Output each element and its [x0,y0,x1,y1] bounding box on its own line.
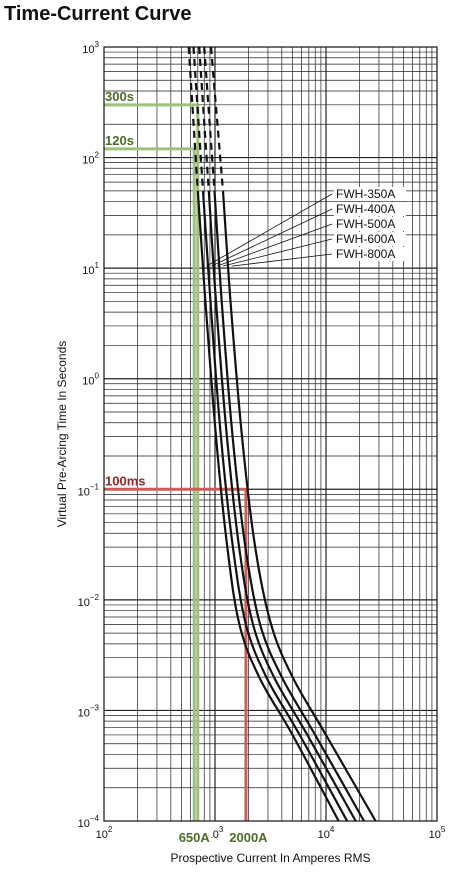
series-curve-1 [201,190,349,822]
y-tick-label: 10−4 [78,814,100,830]
series-curve-2 [207,190,357,822]
x-tick-label: 104 [318,825,335,841]
x-tick-label: 105 [429,825,446,841]
x-callout-label: 2000A [229,830,268,845]
x-callout-label: 650A [179,830,211,845]
legend-entry: FWH-800A [336,247,395,261]
series-curve-dashed-2 [198,46,210,191]
y-tick-label: 103 [82,40,99,56]
plot-frame [103,46,438,822]
y-tick-label: 10−1 [78,482,100,498]
series-curve-dashed-3 [203,46,216,191]
series-curve-0 [196,190,340,822]
y-tick-label: 10−2 [78,593,100,609]
annotation-label: 100ms [105,473,145,488]
y-tick-label: 102 [82,151,99,167]
series-curves [187,46,377,822]
legend-entry: FWH-400A [336,202,395,216]
series-curve-dashed-1 [192,46,205,191]
legend-bg [334,247,406,261]
x-callout-bg [177,830,212,845]
legend-leader [222,238,333,267]
x-axis-title: Prospective Current In Amperes RMS [170,851,370,865]
annotation-label: 120s [105,133,134,148]
y-tick-label: 10−3 [78,703,100,719]
page-title: Time-Current Curve [4,3,192,25]
annotation-labels: 300s 120s 100ms 650A 2000A [105,89,270,845]
grid [104,47,437,821]
x-callout-bg [228,830,270,845]
legend-leader [211,208,333,267]
legend-leader [216,223,333,267]
y-tick-label: 101 [82,261,99,277]
series-curve-dashed-4 [209,46,225,191]
legend-entry: FWH-350A [336,187,395,201]
series-curve-3 [213,190,365,822]
legend-leader [231,253,333,267]
legend-bg [334,232,406,246]
series-curve-4 [221,190,377,822]
y-tick-label: 100 [82,372,99,388]
legend-entry: FWH-500A [336,217,395,231]
legend-leader [206,193,333,267]
annotation-label: 300s [105,89,134,104]
legend-bg [334,187,406,201]
y-axis-title: Virtual Pre-Arcing Time In Seconds [55,341,69,528]
x-tick-label: 102 [96,825,113,841]
series-curve-dashed-0 [187,46,199,191]
legend-entry: FWH-600A [336,232,395,246]
legend-bg [334,217,406,231]
legend-bg [334,202,406,216]
